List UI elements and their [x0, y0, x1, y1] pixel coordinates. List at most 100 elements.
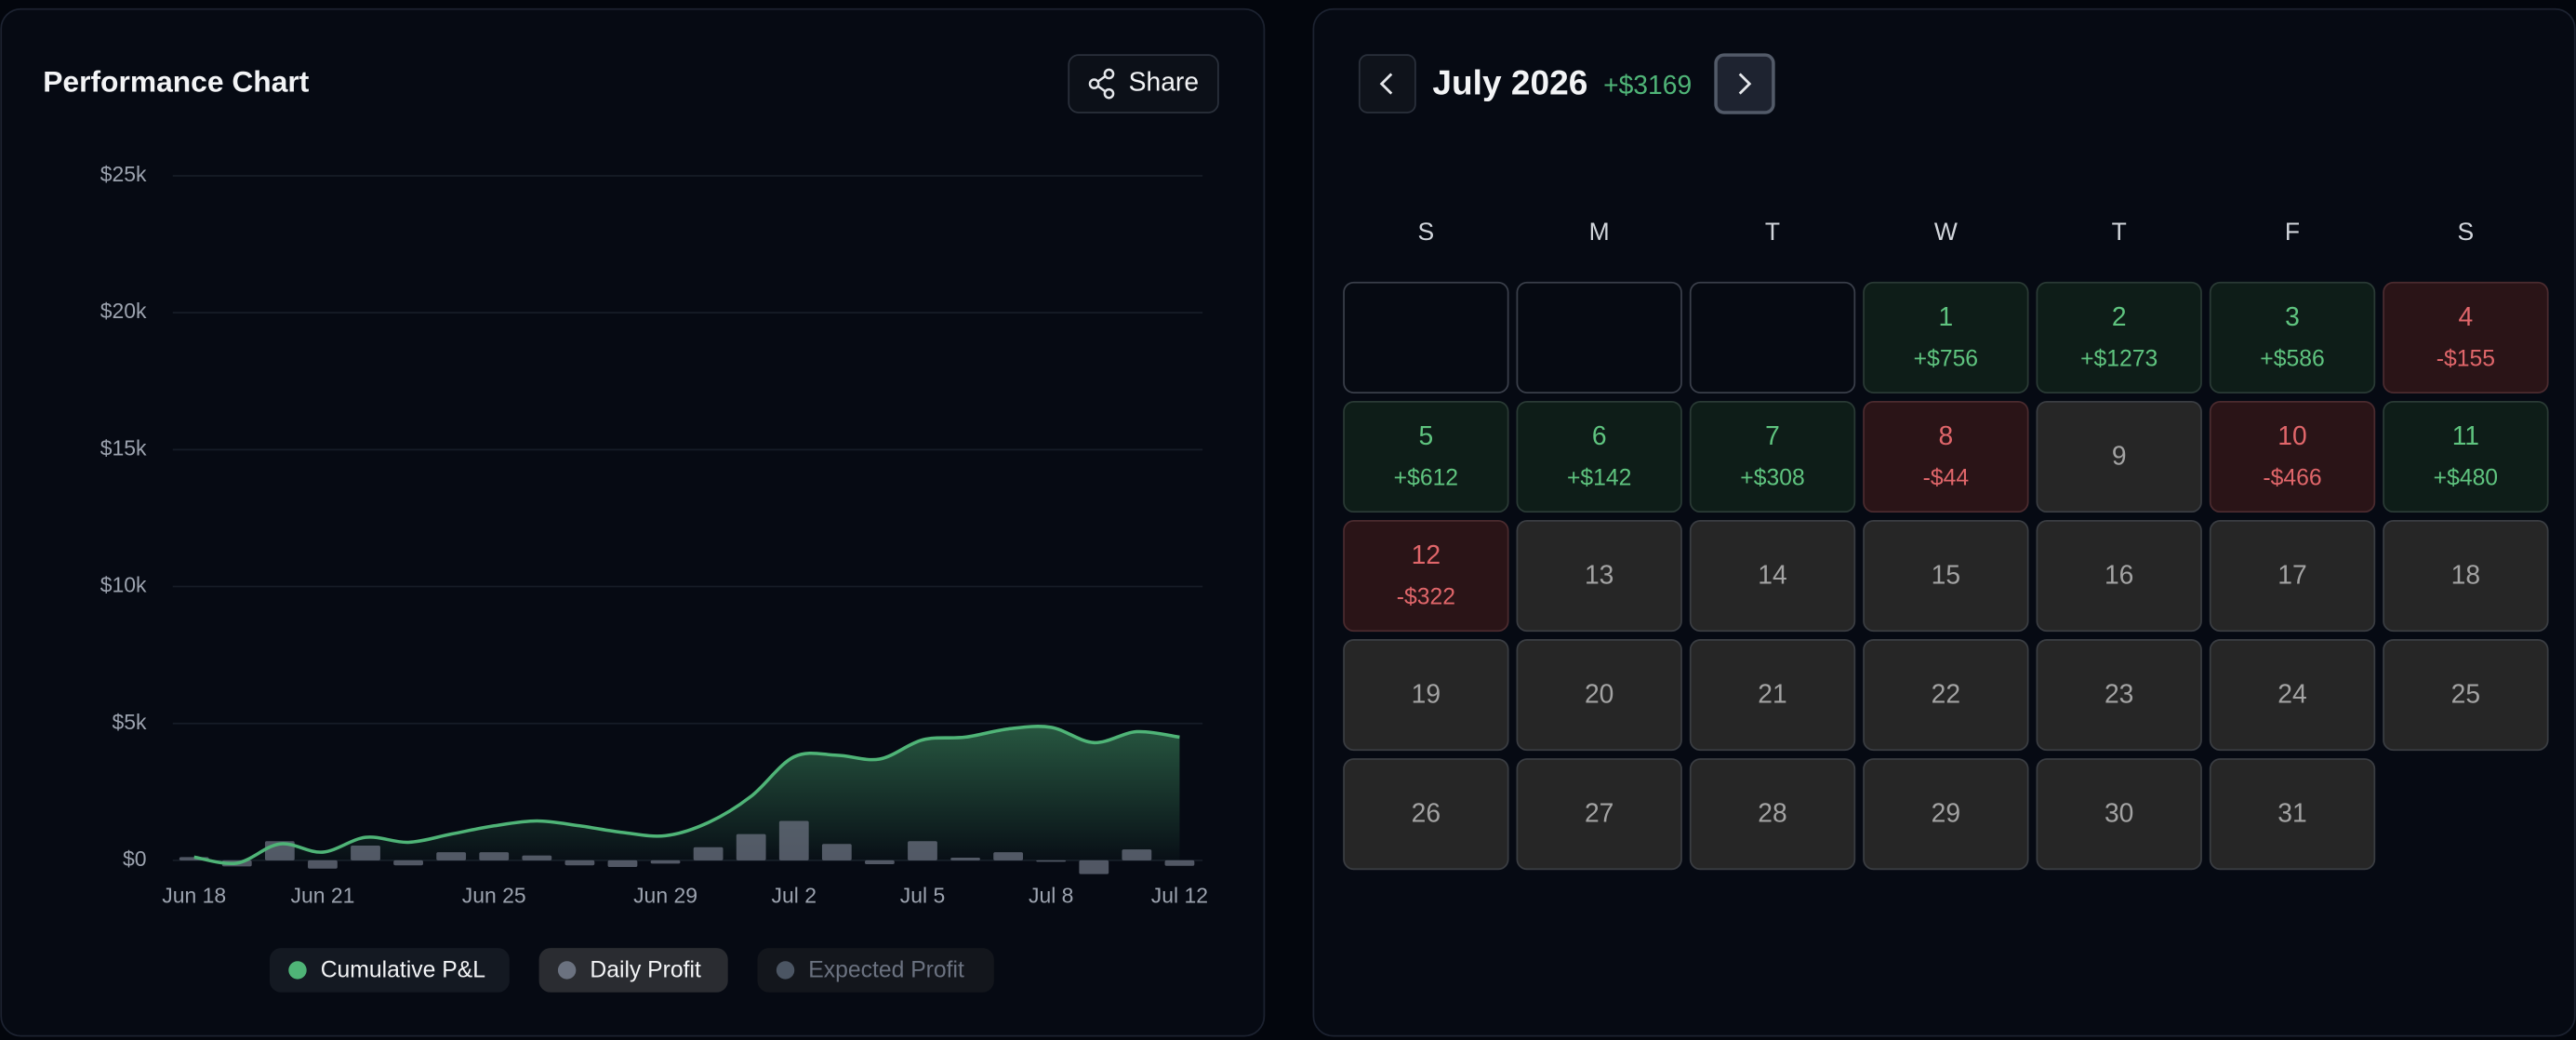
month-total: +$3169	[1603, 70, 1692, 100]
day-number: 21	[1758, 678, 1786, 708]
day-cell	[2383, 400, 2549, 513]
next-button-bg[interactable]	[1714, 53, 1775, 114]
day-number: 7	[1765, 420, 1780, 450]
day-pnl: +$586	[2260, 346, 2324, 371]
daily-bar	[1164, 860, 1195, 866]
x-tick-label: Jun 25	[462, 883, 526, 907]
legend-item[interactable]: Daily Profit	[538, 948, 728, 993]
daily-bar	[522, 855, 552, 860]
day-number: 13	[1585, 559, 1613, 589]
daily-bar	[607, 860, 638, 867]
day-number: 5	[1419, 420, 1434, 450]
day-cell	[2209, 281, 2376, 394]
day-cell	[2036, 520, 2202, 633]
daily-bar	[1036, 860, 1067, 862]
day-number: 8	[1939, 420, 1954, 450]
x-tick-label: Jun 18	[162, 883, 226, 907]
day-pnl: +$756	[1914, 346, 1978, 371]
daily-bar	[993, 852, 1024, 860]
cumulative-line	[193, 725, 1180, 866]
day-cell	[2209, 758, 2376, 871]
day-cell	[2036, 758, 2202, 871]
chart-panel	[0, 7, 1266, 1037]
legend-pill	[269, 948, 510, 993]
x-tick-label: Jul 12	[1151, 883, 1208, 907]
daily-bar	[865, 860, 895, 865]
day-number: 10	[2277, 420, 2306, 450]
daily-bar	[736, 833, 766, 860]
weekday-label: S	[2458, 218, 2475, 246]
day-cell	[1689, 758, 1856, 871]
day-cell	[1689, 639, 1856, 752]
daily-bar	[308, 860, 338, 869]
prev-month-button[interactable]	[1358, 54, 1416, 113]
day-number: 3	[2285, 301, 2300, 331]
day-number: 6	[1592, 420, 1607, 450]
day-number: 23	[2105, 678, 2133, 708]
legend-pill	[538, 948, 728, 993]
day-number: 22	[1932, 678, 1960, 708]
day-number: 28	[1758, 798, 1786, 828]
day-number: 2	[2112, 301, 2127, 331]
day-cell	[2383, 281, 2549, 394]
day-cell	[1863, 758, 2029, 871]
day-cell	[1863, 520, 2029, 633]
day-number: 11	[2452, 420, 2479, 450]
day-pnl: -$466	[2263, 465, 2321, 490]
day-cell	[2036, 281, 2202, 394]
share-button[interactable]: Share	[1068, 54, 1219, 113]
day-number: 27	[1585, 798, 1613, 828]
next-icon[interactable]	[1738, 73, 1752, 95]
day-pnl: -$44	[1923, 465, 1970, 490]
day-number: 14	[1758, 559, 1786, 589]
day-cell	[1863, 400, 2029, 513]
y-tick-label: $25k	[100, 162, 147, 186]
x-tick-label: Jun 29	[633, 883, 697, 907]
legend-item[interactable]: Cumulative P&L	[269, 948, 510, 993]
day-cell	[1516, 520, 1682, 633]
share-label[interactable]: Share	[1129, 67, 1199, 97]
day-number: 9	[2112, 440, 2127, 470]
day-number: 4	[2459, 301, 2474, 331]
legend-swatch	[288, 961, 307, 980]
weekday-label: F	[2285, 218, 2300, 246]
share-icon[interactable]	[1088, 68, 1115, 100]
day-cell	[1689, 281, 1856, 394]
x-tick-label: Jul 5	[900, 883, 945, 907]
prev-button-bg[interactable]	[1358, 54, 1416, 113]
prev-icon[interactable]	[1379, 73, 1393, 95]
day-cell	[2383, 639, 2549, 752]
day-number: 15	[1932, 559, 1960, 589]
daily-bar	[778, 820, 809, 860]
day-number: 18	[2451, 559, 2480, 589]
day-cell	[2209, 400, 2376, 513]
daily-bar	[436, 852, 467, 860]
day-number: 26	[1412, 798, 1441, 828]
daily-bar	[393, 860, 423, 866]
legend-item[interactable]: Expected Profit	[757, 948, 994, 993]
day-number: 20	[1585, 678, 1613, 708]
day-cell	[1863, 281, 2029, 394]
day-pnl: +$308	[1740, 465, 1804, 490]
day-number: 16	[2105, 559, 2133, 589]
daily-bar	[1079, 860, 1109, 874]
panel-title: Performance Chart	[43, 64, 310, 98]
day-number: 1	[1939, 301, 1954, 331]
day-number: 12	[1412, 540, 1441, 569]
y-tick-label: $5k	[112, 710, 147, 734]
legend-swatch	[557, 961, 577, 980]
daily-bar	[693, 847, 724, 860]
cumulative-area	[193, 726, 1180, 864]
legend-label: Expected Profit	[808, 957, 964, 982]
day-cell	[2036, 639, 2202, 752]
legend-label: Daily Profit	[590, 957, 701, 982]
next-month-button[interactable]	[1714, 53, 1775, 114]
y-tick-label: $0	[123, 847, 147, 871]
day-pnl: +$1273	[2080, 346, 2158, 371]
day-number: 19	[1412, 678, 1441, 708]
day-number: 24	[2277, 678, 2306, 708]
x-tick-label: Jul 8	[1029, 883, 1073, 907]
daily-bar	[479, 852, 510, 860]
